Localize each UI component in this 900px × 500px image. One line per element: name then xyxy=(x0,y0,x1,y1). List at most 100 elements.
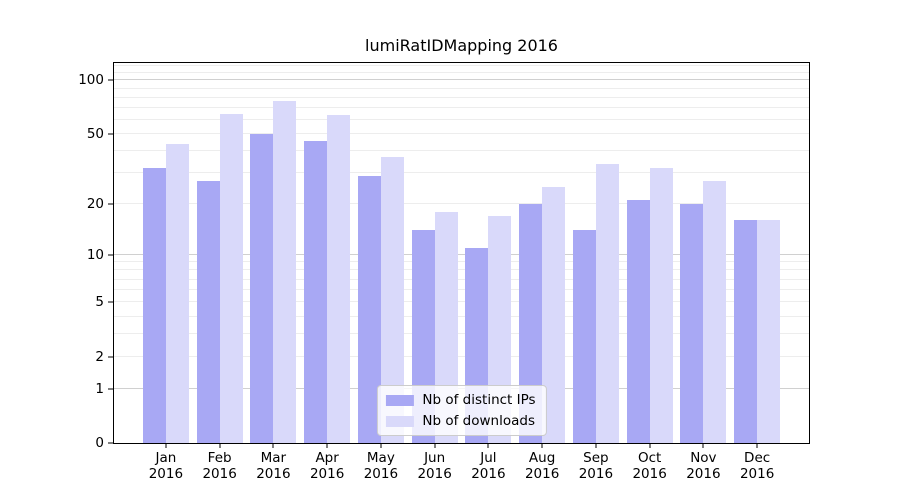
x-tick xyxy=(434,443,436,448)
bar-downloads-oct xyxy=(649,168,673,443)
x-tick xyxy=(380,443,382,448)
bar-downloads-sep xyxy=(595,163,619,443)
x-tick xyxy=(702,443,704,448)
bar-distinct-ips-dec xyxy=(734,220,758,443)
bar-downloads-jan xyxy=(165,143,189,443)
x-tick-label-may: May 2016 xyxy=(363,450,399,482)
x-tick-label-nov: Nov 2016 xyxy=(686,450,721,482)
legend-item-distinct-ips: Nb of distinct IPs xyxy=(385,392,536,408)
gridline xyxy=(114,261,809,263)
gridline xyxy=(114,172,809,174)
y-tick xyxy=(108,442,113,444)
legend-swatch-distinct-ips xyxy=(385,394,414,406)
gridline xyxy=(114,269,809,271)
y-tick xyxy=(108,79,113,81)
gridline xyxy=(114,355,809,357)
y-tick-label: 5 xyxy=(95,294,104,311)
bar-group-mar xyxy=(250,100,297,443)
legend-item-downloads: Nb of downloads xyxy=(385,413,535,429)
x-tick-label-oct: Oct 2016 xyxy=(632,450,667,482)
bar-downloads-may xyxy=(380,157,404,443)
y-tick xyxy=(108,254,113,256)
x-tick xyxy=(272,443,274,448)
bar-group-feb xyxy=(196,113,243,443)
y-tick-label: 100 xyxy=(78,72,104,89)
bar-distinct-ips-jan xyxy=(142,168,166,443)
axis-ticks-layer: 0 1 2 5 10 20 50 100 Jan 2016 Feb 2016 Mar 2016 Apr 201… xyxy=(78,63,809,482)
x-tick-label-jan: Jan 2016 xyxy=(148,450,184,482)
x-tick-label-aug: Aug 2016 xyxy=(524,450,560,482)
gridline xyxy=(114,79,809,81)
gridline xyxy=(114,150,809,152)
gridline xyxy=(114,315,809,317)
y-tick-label: 2 xyxy=(95,348,104,365)
bar-group-dec xyxy=(734,220,781,443)
bars-layer xyxy=(114,63,809,443)
bar-group-aug xyxy=(519,187,566,443)
bar-group-oct xyxy=(626,168,673,443)
x-tick-label-sep: Sep 2016 xyxy=(578,450,614,482)
gridline xyxy=(114,253,809,255)
x-tick xyxy=(595,443,597,448)
legend-label-distinct-ips: Nb of distinct IPs xyxy=(422,392,536,408)
gridline xyxy=(114,301,809,303)
plot-area: 0 1 2 5 10 20 50 100 Jan 2016 Feb 2016 Mar 2016 Apr 201… xyxy=(78,62,810,482)
gridline xyxy=(114,119,809,120)
bar-distinct-ips-feb xyxy=(196,181,220,443)
bar-downloads-dec xyxy=(757,220,781,443)
y-tick-label: 20 xyxy=(86,195,104,212)
y-tick xyxy=(108,356,113,358)
bar-group-may xyxy=(357,157,404,443)
bar-distinct-ips-oct xyxy=(626,200,650,443)
x-tick-label-feb: Feb 2016 xyxy=(202,450,237,482)
bar-group-apr xyxy=(304,115,351,443)
y-tick-label: 0 xyxy=(95,435,104,451)
bar-group-nov xyxy=(680,181,727,443)
y-tick-label: 50 xyxy=(86,126,104,143)
y-tick-label: 1 xyxy=(95,380,104,397)
gridline xyxy=(114,278,809,280)
gridline xyxy=(114,65,809,67)
x-tick xyxy=(487,443,489,448)
bar-downloads-apr xyxy=(327,115,351,443)
x-tick xyxy=(756,443,758,448)
gridline xyxy=(114,87,809,89)
bar-distinct-ips-nov xyxy=(680,203,704,443)
bar-downloads-aug xyxy=(542,187,566,443)
x-tick-label-jun: Jun 2016 xyxy=(417,450,452,482)
x-tick xyxy=(541,443,543,448)
x-tick xyxy=(219,443,221,448)
y-tick xyxy=(108,301,113,303)
bar-distinct-ips-may xyxy=(357,175,381,443)
y-tick xyxy=(108,388,113,390)
bar-distinct-ips-mar xyxy=(250,134,274,443)
bar-downloads-feb xyxy=(219,113,243,443)
bar-downloads-mar xyxy=(273,100,297,443)
y-tick xyxy=(108,203,113,205)
bar-distinct-ips-apr xyxy=(304,140,328,443)
x-tick xyxy=(649,443,651,448)
bar-downloads-nov xyxy=(703,181,727,443)
y-tick-label: 10 xyxy=(86,246,104,263)
bar-distinct-ips-sep xyxy=(572,230,596,443)
bar-group-sep xyxy=(572,163,619,443)
gridline xyxy=(114,289,809,291)
gridline xyxy=(114,202,809,204)
x-tick-label-jul: Jul 2016 xyxy=(471,450,506,482)
bar-group-jan xyxy=(142,143,189,443)
gridline xyxy=(114,133,809,135)
legend-swatch-downloads xyxy=(385,415,414,427)
gridline xyxy=(114,71,809,73)
legend: Nb of distinct IPs Nb of downloads xyxy=(376,385,547,436)
x-tick xyxy=(165,443,167,448)
legend-label-downloads: Nb of downloads xyxy=(422,413,535,429)
gridline xyxy=(114,333,809,335)
y-tick xyxy=(108,133,113,135)
chart-title: lumiRatIDMapping 2016 xyxy=(365,36,558,55)
gridline xyxy=(114,96,809,98)
x-tick-label-apr: Apr 2016 xyxy=(309,450,345,482)
bar-distinct-ips-aug xyxy=(519,203,543,443)
x-tick xyxy=(326,443,328,448)
x-tick-label-mar: Mar 2016 xyxy=(256,450,291,482)
